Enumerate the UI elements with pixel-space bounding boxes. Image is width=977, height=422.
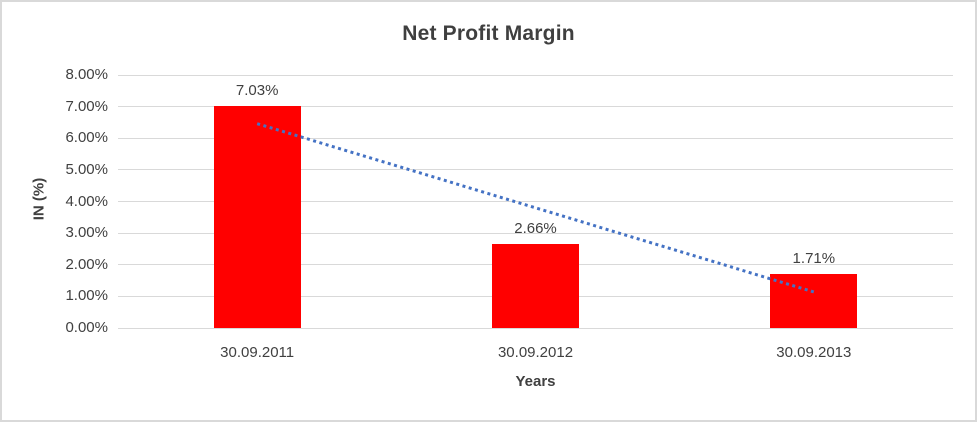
chart-title: Net Profit Margin <box>402 22 575 45</box>
bar-30.09.2012 <box>492 243 579 328</box>
x-category-label: 30.09.2013 <box>776 344 852 361</box>
gridline-8.00% <box>118 74 953 76</box>
x-category-label: 30.09.2011 <box>220 344 295 361</box>
bar-30.09.2013 <box>770 273 858 328</box>
bar-30.09.2011 <box>213 105 301 328</box>
y-tick-label: 2.00% <box>65 255 108 273</box>
x-category-label: 30.09.2012 <box>497 344 574 361</box>
y-tick-label: 6.00% <box>65 129 108 147</box>
y-tick-label: 1.00% <box>65 287 108 305</box>
y-tick-label: 8.00% <box>65 66 108 83</box>
bar-value-label: 7.03% <box>235 81 279 99</box>
y-tick-label: 7.00% <box>65 97 108 115</box>
y-tick-label: 3.00% <box>65 224 108 242</box>
bar-value-label: 1.71% <box>792 249 836 267</box>
y-tick-label: 4.00% <box>65 192 108 210</box>
gridline-0.00% <box>118 327 953 329</box>
y-tick-label: 5.00% <box>65 160 108 178</box>
bar-value-label: 2.66% <box>514 219 557 237</box>
gridline-7.00% <box>118 106 953 108</box>
x-axis-title: Years <box>515 373 556 390</box>
y-tick-label: 0.00% <box>65 319 108 336</box>
